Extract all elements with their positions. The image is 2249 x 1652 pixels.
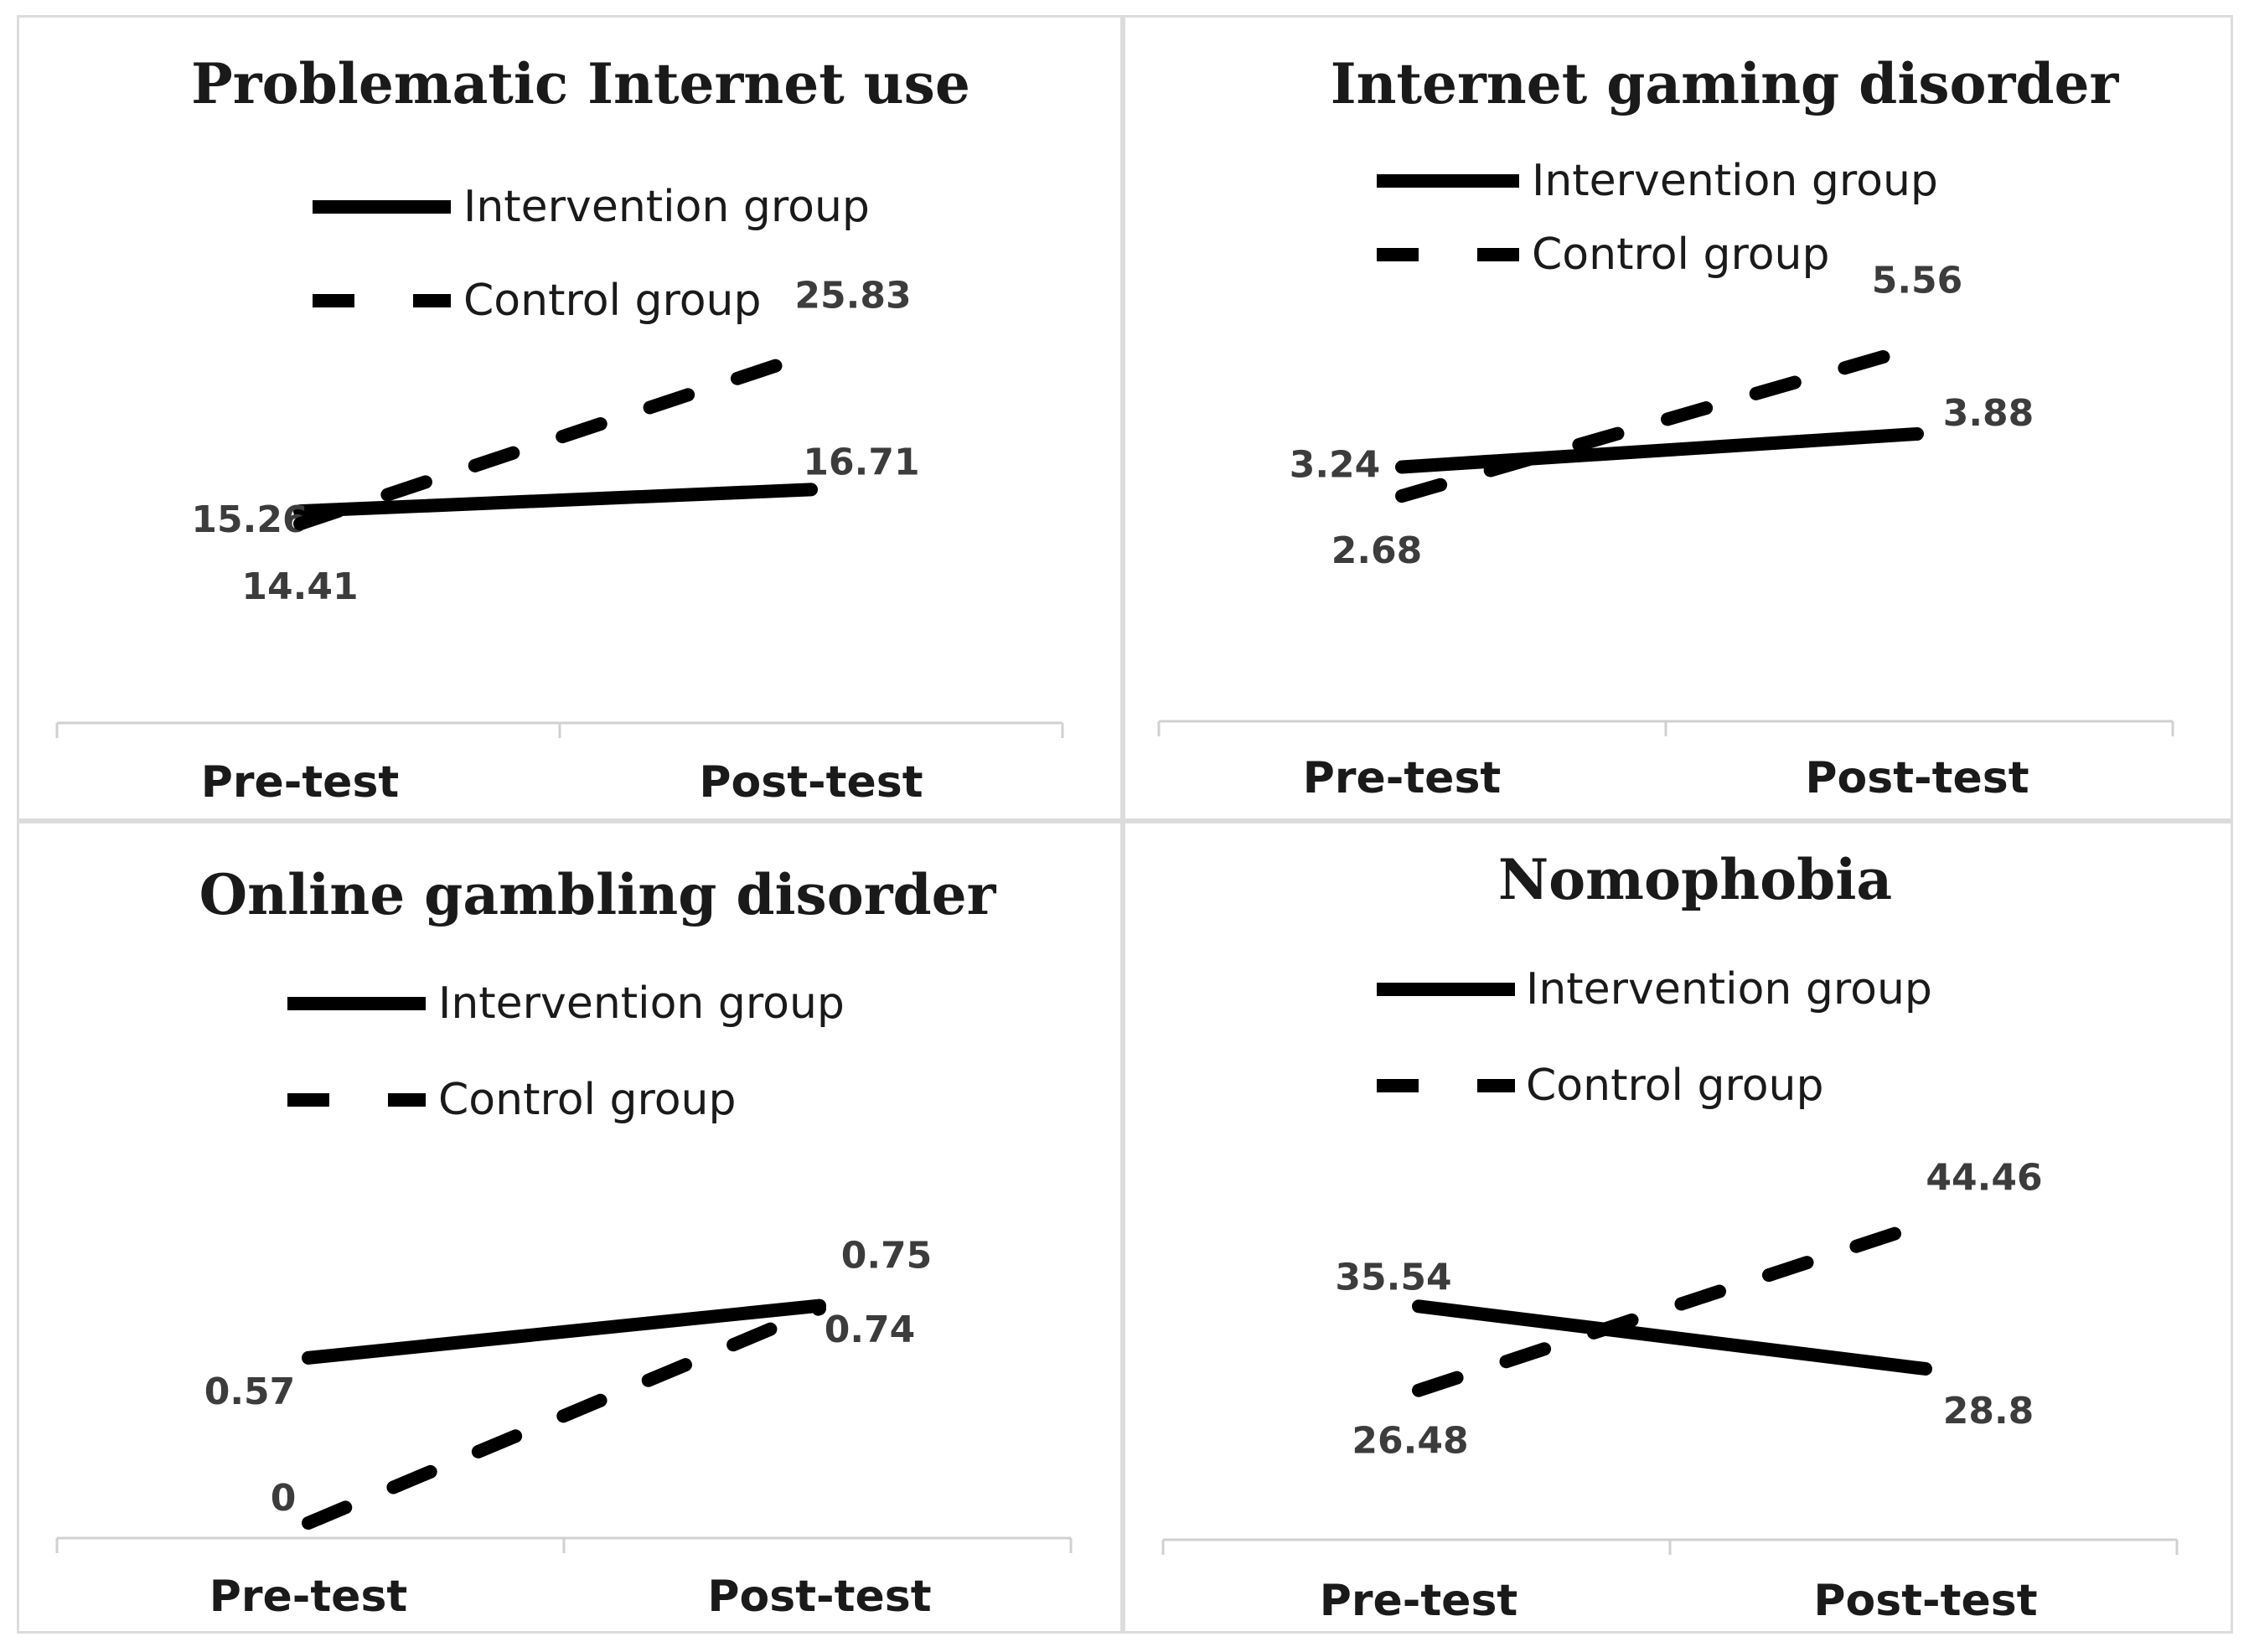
x-tick-label: Pre-test xyxy=(1303,753,1502,803)
data-label: 0.57 xyxy=(204,1371,296,1413)
data-label: 0.75 xyxy=(841,1235,933,1278)
x-tick-label: Post-test xyxy=(1805,753,2029,803)
series-line-control xyxy=(302,1302,826,1530)
data-label: 28.8 xyxy=(1943,1390,2034,1433)
data-label: 15.26 xyxy=(191,498,308,541)
chart-panel-internet-gaming-disorder: Internet gaming disorder Intervention gro… xyxy=(1123,15,2233,821)
x-tick-label: Pre-test xyxy=(1320,1576,1518,1626)
data-label: 35.54 xyxy=(1335,1256,1451,1298)
data-label: 25.83 xyxy=(794,275,911,317)
data-label: 0.74 xyxy=(825,1309,916,1351)
series-line-intervention xyxy=(1412,1299,1932,1376)
data-label: 0 xyxy=(271,1477,297,1520)
chart-svg: Online gambling disorder Intervention gro… xyxy=(55,862,1073,1622)
data-label: 16.71 xyxy=(803,441,919,483)
data-label: 3.88 xyxy=(1943,392,2034,435)
chart-title: Internet gaming disorder xyxy=(1331,51,2120,116)
legend-label: Control group xyxy=(438,1075,737,1125)
chart-panel-online-gambling-disorder: Online gambling disorder Intervention gro… xyxy=(17,821,1123,1634)
data-label: 44.46 xyxy=(1926,1157,2042,1200)
chart-title: Nomophobia xyxy=(1498,847,1892,912)
chart-svg: Problematic Internet use Intervention gro… xyxy=(55,51,1064,808)
x-tick-label: Post-test xyxy=(699,757,923,808)
legend-label: Control group xyxy=(463,276,762,326)
chart-panel-nomophobia: Nomophobia Intervention group Control grou… xyxy=(1123,821,2233,1634)
data-label: 5.56 xyxy=(1872,259,1963,302)
data-label: 14.41 xyxy=(241,565,358,608)
data-label: 3.24 xyxy=(1290,443,1381,486)
x-tick-label: Pre-test xyxy=(209,1572,408,1622)
legend-label: Intervention group xyxy=(1526,964,1932,1014)
chart-svg: Nomophobia Intervention group Control grou… xyxy=(1161,847,2179,1626)
x-tick-label: Pre-test xyxy=(201,757,400,808)
legend-label: Control group xyxy=(1532,230,1830,280)
data-label: 2.68 xyxy=(1331,529,1423,572)
series-line-control xyxy=(293,347,818,531)
x-tick-label: Post-test xyxy=(1813,1576,2037,1626)
legend-label: Intervention group xyxy=(463,182,870,232)
series-line-intervention xyxy=(302,1298,826,1365)
legend-label: Control group xyxy=(1526,1061,1824,1111)
legend-label: Intervention group xyxy=(438,978,845,1029)
chart-title: Problematic Internet use xyxy=(191,51,970,116)
chart-panel-problematic-internet-use: Problematic Internet use Intervention gro… xyxy=(17,15,1123,821)
series-line-control xyxy=(1395,340,1924,503)
legend-label: Intervention group xyxy=(1532,156,1938,206)
series-line-control xyxy=(1412,1216,1932,1397)
x-tick-label: Post-test xyxy=(707,1572,931,1622)
chart-svg: Internet gaming disorder Intervention gro… xyxy=(1157,51,2174,803)
data-label: 26.48 xyxy=(1352,1420,1468,1463)
chart-title: Online gambling disorder xyxy=(199,862,997,927)
series-line-intervention xyxy=(1395,426,1924,474)
series-line-intervention xyxy=(293,483,818,519)
